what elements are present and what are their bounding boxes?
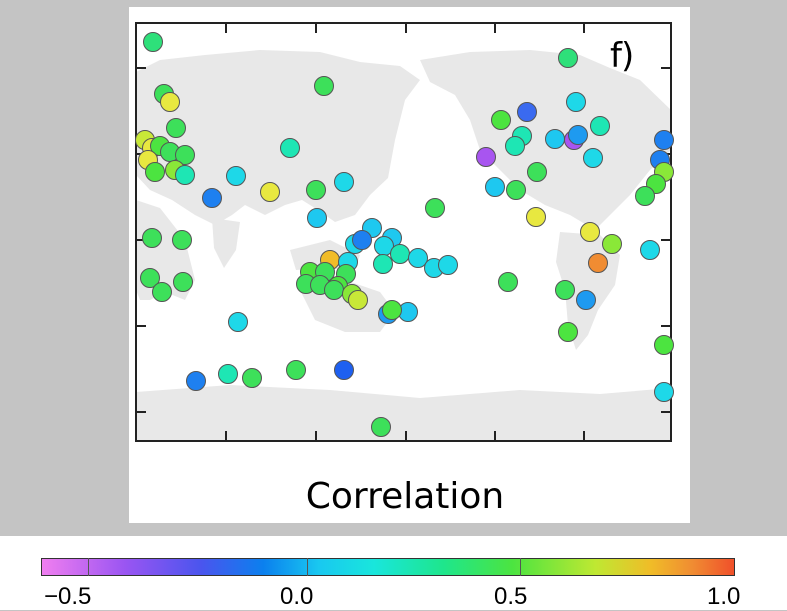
station-marker [226, 166, 246, 186]
station-marker [175, 165, 195, 185]
station-marker [568, 125, 588, 145]
station-marker [425, 198, 445, 218]
colorbar-label-neg05: −0.5 [44, 583, 92, 610]
station-marker [491, 110, 511, 130]
station-marker [635, 186, 655, 206]
station-marker [152, 282, 172, 302]
station-marker [186, 371, 206, 391]
station-marker [314, 76, 334, 96]
colorbar-tick [520, 558, 521, 576]
station-marker [498, 272, 518, 292]
station-marker [160, 92, 180, 112]
station-marker [602, 234, 622, 254]
station-marker [654, 130, 674, 150]
station-marker [373, 254, 393, 274]
colorbar-title: Correlation [305, 476, 505, 517]
station-marker [218, 364, 238, 384]
map-frame [135, 22, 672, 442]
station-marker [143, 32, 163, 52]
stations-layer [135, 32, 674, 437]
station-marker [202, 188, 222, 208]
station-marker [526, 207, 546, 227]
station-marker [588, 253, 608, 273]
frame-ticks [136, 23, 671, 441]
station-marker [348, 290, 368, 310]
station-marker [555, 280, 575, 300]
station-marker [173, 272, 193, 292]
colorbar-label-1: 1.0 [707, 583, 741, 610]
station-marker [334, 360, 354, 380]
station-marker [228, 312, 248, 332]
station-marker [166, 118, 186, 138]
station-marker [654, 382, 674, 402]
station-marker [558, 322, 578, 342]
panel-label: f) [610, 36, 634, 76]
station-marker [654, 335, 674, 355]
colorbar [41, 558, 735, 576]
land-antarctica [136, 385, 671, 441]
station-marker [545, 129, 565, 149]
land-india [212, 218, 240, 268]
station-marker [242, 368, 262, 388]
station-marker [140, 268, 160, 288]
station-marker [580, 222, 600, 242]
station-marker [485, 177, 505, 197]
station-marker [438, 255, 458, 275]
station-marker [334, 172, 354, 192]
station-marker [583, 148, 603, 168]
colorbar-label-0: 0.0 [280, 583, 314, 610]
station-marker [527, 162, 547, 182]
station-marker [175, 145, 195, 165]
station-marker [506, 180, 526, 200]
station-marker [576, 290, 596, 310]
station-marker [382, 300, 402, 320]
colorbar-tick [88, 558, 89, 576]
station-marker [307, 208, 327, 228]
station-marker [142, 228, 162, 248]
colorbar-label-05: 0.5 [494, 583, 528, 610]
station-marker [306, 180, 326, 200]
station-marker [260, 182, 280, 202]
station-marker [145, 162, 165, 182]
station-marker [371, 417, 391, 437]
colorbar-tick [307, 558, 308, 576]
station-marker [640, 240, 660, 260]
station-marker [476, 147, 496, 167]
station-marker [324, 280, 344, 300]
station-marker [505, 136, 525, 156]
station-marker [286, 360, 306, 380]
station-marker [517, 102, 537, 122]
station-marker [408, 248, 428, 268]
station-marker [390, 244, 410, 264]
station-marker [172, 230, 192, 250]
station-marker [558, 48, 578, 68]
station-marker [590, 116, 610, 136]
station-marker [566, 92, 586, 112]
station-marker [352, 230, 372, 250]
station-marker [280, 138, 300, 158]
